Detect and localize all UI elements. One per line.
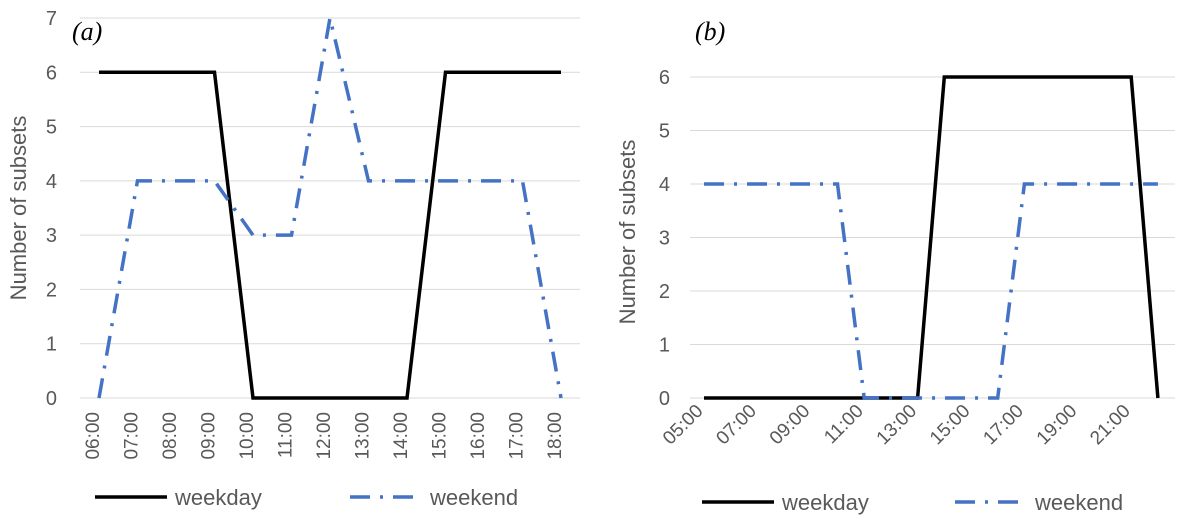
chart-b-ytick-label: 6 [659, 67, 670, 89]
chart-a-xtick-label: 12:00 [314, 412, 335, 460]
chart-b-xtick-label: 13:00 [873, 401, 921, 449]
chart-b-panel-label: (b) [695, 17, 725, 46]
chart-a-ytick-label: 0 [46, 388, 57, 410]
chart-b-xtick-label: 07:00 [712, 401, 760, 449]
chart-a-xtick-label: 15:00 [430, 412, 451, 460]
chart-a-xtick-label: 16:00 [468, 412, 489, 460]
chart-b-ytick-label: 3 [659, 228, 670, 250]
chart-b-xtick-label: 15:00 [926, 401, 974, 449]
chart-a-xtick-label: 08:00 [160, 412, 181, 460]
chart-a-xtick-label: 07:00 [122, 412, 143, 460]
chart-b-legend-weekday-label: weekday [781, 490, 869, 515]
chart-a-ytick-label: 5 [46, 117, 57, 139]
chart-a-xtick-label: 14:00 [391, 412, 412, 460]
chart-a-xtick-label: 06:00 [83, 412, 104, 460]
chart-a-series-weekend-line [99, 18, 561, 398]
chart-a-ytick-label: 4 [46, 171, 57, 193]
chart-b-legend-weekend-label: weekend [1034, 490, 1123, 515]
chart-a-svg: 0 1 2 3 4 5 6 7 06:00 07:00 08:00 09:00 10:00 11:00 12… [0, 0, 600, 518]
chart-b-ytick-label: 0 [659, 388, 670, 410]
chart-b-xtick-label: 21:00 [1086, 401, 1134, 449]
chart-a-ytick-label: 7 [46, 8, 57, 30]
chart-a-legend-weekday-label: weekday [174, 485, 262, 510]
chart-panel-a: 0 1 2 3 4 5 6 7 06:00 07:00 08:00 09:00 10:00 11:00 12… [0, 0, 600, 518]
chart-b-xtick-label: 17:00 [979, 401, 1027, 449]
chart-a-ytick-label: 1 [46, 334, 57, 356]
chart-b-xtick-label: 09:00 [766, 401, 814, 449]
chart-b-ytick-label: 4 [659, 174, 670, 196]
chart-a-xtick-label: 11:00 [276, 412, 297, 458]
chart-a-xtick-label: 13:00 [353, 412, 374, 460]
chart-a-ytick-label: 6 [46, 62, 57, 84]
chart-a-panel-label: (a) [72, 17, 102, 46]
chart-b-xtick-label: 11:00 [820, 401, 867, 448]
chart-a-xtick-label: 18:00 [545, 412, 566, 460]
chart-a-xtick-label: 09:00 [199, 412, 220, 460]
chart-a-ytick-label: 3 [46, 225, 57, 247]
chart-a-xtick-label: 10:00 [237, 412, 258, 460]
chart-a-ytick-label: 2 [46, 279, 57, 301]
chart-a-xtick-label: 17:00 [507, 412, 528, 460]
chart-a-ylabel: Number of subsets [6, 116, 31, 301]
chart-b-xtick-label: 19:00 [1033, 401, 1081, 449]
chart-b-ytick-label: 2 [659, 281, 670, 303]
chart-b-ylabel: Number of subsets [615, 140, 640, 325]
chart-a-legend-weekend-label: weekend [429, 485, 518, 510]
chart-b-ytick-label: 5 [659, 121, 670, 143]
chart-b-ytick-label: 1 [659, 335, 670, 357]
